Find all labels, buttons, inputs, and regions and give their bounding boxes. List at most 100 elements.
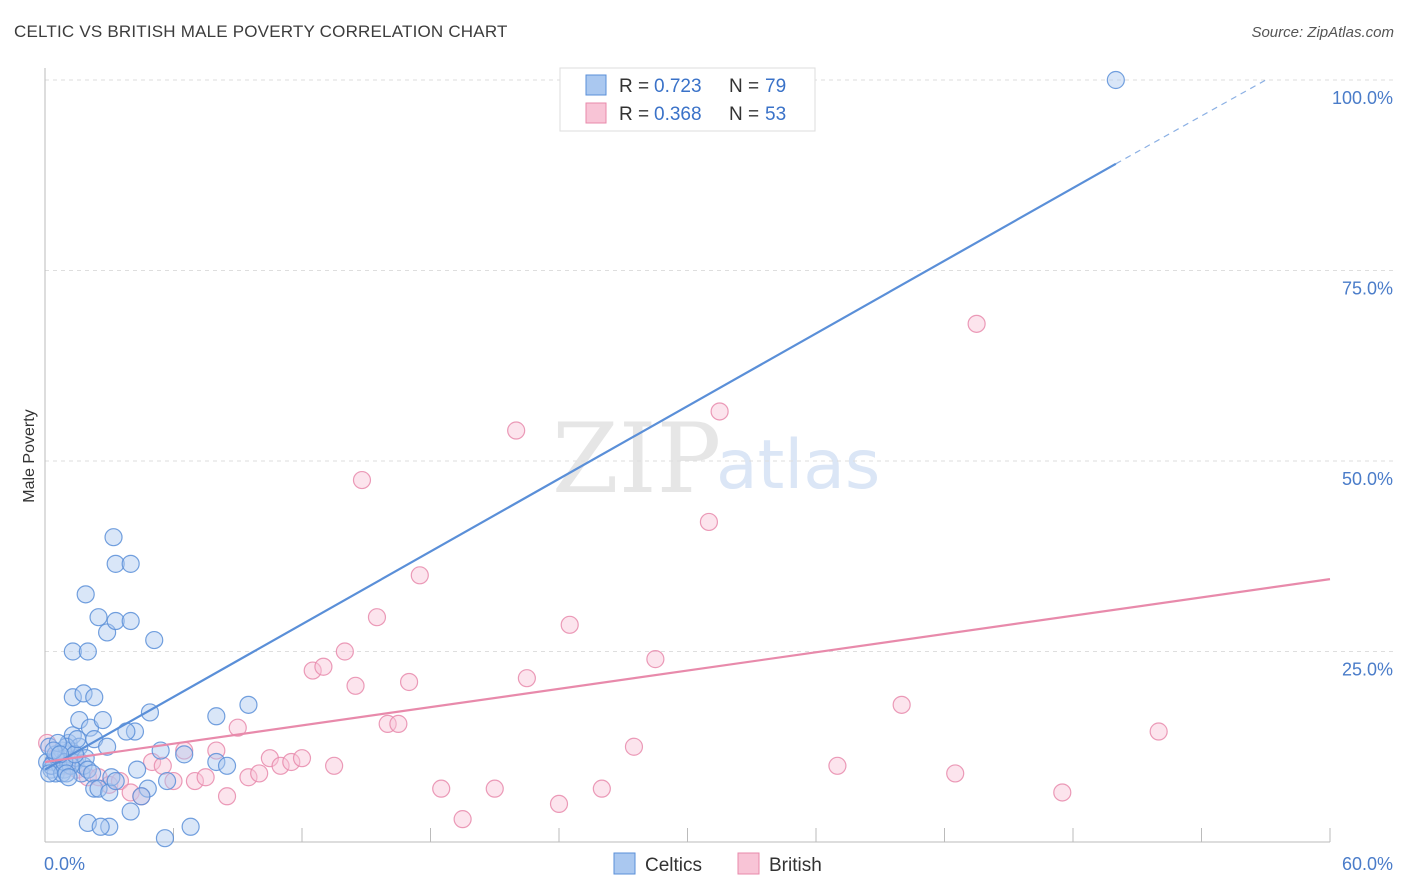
british-point-43 [592, 779, 611, 798]
celtics-point-56 [138, 779, 157, 798]
british-point-23 [282, 752, 301, 772]
celtics-trend-line [44, 162, 1117, 771]
x-axis-ticks [44, 828, 1331, 842]
stats-legend: R = 0.723 N = 79 R = 0.368 N = 53 [559, 67, 816, 132]
celtics-point-31 [78, 642, 97, 661]
british-point-22 [271, 756, 290, 775]
british-point-44 [624, 737, 644, 756]
british-point-49 [892, 695, 911, 714]
british-point-30 [352, 470, 372, 490]
british-point-37 [453, 810, 472, 829]
british-point-31 [367, 608, 387, 627]
british-point-41 [549, 794, 569, 814]
british-point-34 [399, 672, 419, 692]
celtics-point-73 [117, 722, 136, 741]
celtics-point-78 [1106, 70, 1125, 90]
celtics-point-57 [132, 787, 151, 806]
british-point-14 [185, 771, 205, 791]
british-point-47 [710, 402, 729, 421]
british-n-label: N = [729, 104, 759, 125]
celtics-point-61 [91, 817, 110, 836]
celtics-point-40 [63, 688, 82, 707]
celtics-point-69 [217, 756, 237, 775]
celtics-point-30 [63, 642, 82, 661]
celtics-point-38 [106, 554, 125, 573]
celtics-point-36 [121, 611, 140, 631]
y-tick-label-75: 75.0% [1342, 279, 1393, 299]
watermark-atlas: atlas [716, 426, 880, 505]
british-point-42 [560, 615, 579, 634]
celtics-r-value: 0.723 [654, 76, 702, 97]
celtics-r-label: R = [619, 76, 649, 97]
british-point-38 [485, 779, 504, 798]
watermark-zip: ZIP [552, 403, 721, 515]
celtics-point-50 [89, 779, 108, 798]
celtics-n-value: 79 [765, 76, 786, 97]
british-point-46 [699, 512, 719, 532]
british-point-27 [325, 756, 344, 775]
celtics-series-label: Celtics [645, 855, 702, 876]
british-point-26 [314, 657, 333, 676]
british-point-50 [946, 764, 965, 783]
british-point-48 [828, 756, 847, 775]
celtics-point-32 [76, 585, 95, 604]
british-point-28 [335, 642, 354, 661]
celtics-trend-extension [1115, 79, 1267, 165]
celtics-n-label: N = [729, 76, 759, 97]
british-point-18 [228, 718, 247, 737]
british-point-45 [646, 650, 665, 669]
celtics-point-37 [104, 528, 123, 547]
series-legend: Celtics British [613, 852, 822, 876]
y-tick-label-25: 25.0% [1342, 660, 1393, 680]
celtics-point-58 [121, 802, 140, 821]
y-tick-label-50: 50.0% [1342, 469, 1393, 489]
british-r-value: 0.368 [654, 104, 702, 125]
celtics-point-33 [89, 608, 108, 627]
celtics-point-55 [127, 760, 147, 779]
celtics-point-72 [181, 817, 200, 836]
british-point-11 [153, 756, 172, 775]
celtics-point-39 [121, 554, 140, 573]
british-point-40 [517, 669, 536, 688]
british-point-7 [110, 771, 130, 791]
celtics-point-65 [157, 771, 177, 791]
trend-lines [44, 79, 1331, 771]
british-series-label: British [769, 855, 822, 876]
british-point-12 [164, 771, 183, 791]
y-tick-label-100: 100.0% [1332, 88, 1393, 108]
x-tick-label-min: 0.0% [44, 854, 85, 874]
british-point-53 [1149, 722, 1168, 741]
source-credit: Source: ZipAtlas.com [1251, 24, 1394, 41]
celtics-point-63 [145, 630, 164, 650]
british-point-29 [346, 676, 365, 695]
british-r-label: R = [619, 104, 649, 125]
y-tick-labels: 25.0% 50.0% 75.0% 100.0% [1332, 88, 1393, 680]
celtics-point-41 [74, 684, 93, 703]
celtics-series-swatch [613, 852, 636, 875]
british-n-value: 53 [765, 104, 786, 125]
celtics-point-48 [83, 764, 102, 783]
celtics-point-47 [98, 737, 117, 756]
british-point-8 [121, 783, 140, 802]
celtics-point-70 [239, 695, 258, 714]
british-point-24 [292, 749, 312, 768]
british-point-39 [507, 421, 526, 440]
celtics-point-49 [85, 779, 104, 798]
british-point-35 [410, 566, 429, 585]
british-series-swatch [737, 852, 760, 875]
celtics-point-51 [100, 783, 119, 802]
celtics-legend-swatch [585, 74, 607, 96]
celtics-point-67 [207, 707, 226, 726]
gridlines [45, 79, 1393, 652]
celtics-point-45 [93, 710, 112, 730]
celtics-point-66 [175, 745, 194, 764]
chart-title: CELTIC VS BRITISH MALE POVERTY CORRELATI… [14, 22, 508, 41]
british-point-32 [378, 714, 397, 733]
celtics-point-77 [59, 768, 78, 787]
scatter-points [38, 70, 1168, 848]
british-point-25 [303, 661, 322, 680]
british-point-15 [196, 768, 215, 787]
celtics-point-35 [106, 611, 125, 631]
celtics-point-71 [155, 829, 175, 848]
